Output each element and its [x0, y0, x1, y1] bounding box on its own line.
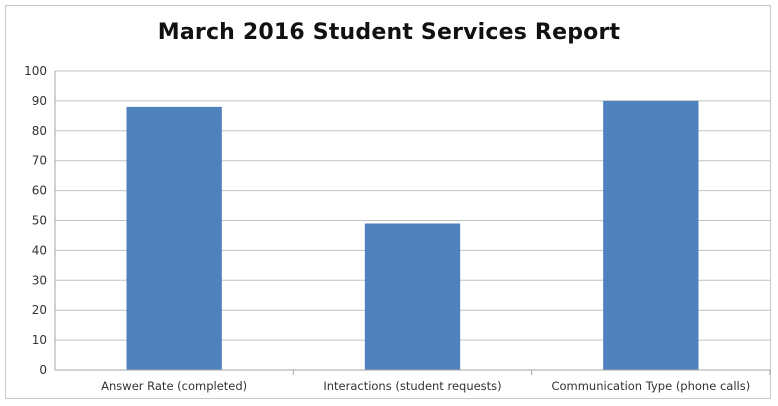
- chart-title: March 2016 Student Services Report: [157, 20, 621, 45]
- x-category-labels: Answer Rate (completed) Interactions (stu…: [101, 379, 750, 393]
- x-category-label: Communication Type (phone calls): [551, 379, 750, 393]
- bars: [126, 100, 699, 371]
- y-tick-label: 70: [32, 154, 47, 168]
- y-tick-label: 20: [32, 303, 47, 317]
- y-tick-label: 100: [24, 64, 47, 78]
- y-tick-label: 80: [32, 124, 47, 138]
- y-tick-label: 50: [32, 214, 47, 228]
- y-tick-label: 0: [39, 363, 47, 377]
- bar: [603, 100, 699, 371]
- y-tick-label: 30: [32, 273, 47, 287]
- y-tick-labels: 0 10 20 30 40 50 60 70 80 90 100: [24, 64, 47, 377]
- y-tick-label: 10: [32, 333, 47, 347]
- x-category-label: Answer Rate (completed): [101, 379, 247, 393]
- y-tick-label: 60: [32, 184, 47, 198]
- axes: [54, 71, 771, 375]
- y-tick-label: 40: [32, 243, 47, 257]
- y-tick-label: 90: [32, 94, 47, 108]
- x-category-label: Interactions (student requests): [323, 379, 501, 393]
- bar: [126, 106, 222, 370]
- bar: [364, 223, 461, 370]
